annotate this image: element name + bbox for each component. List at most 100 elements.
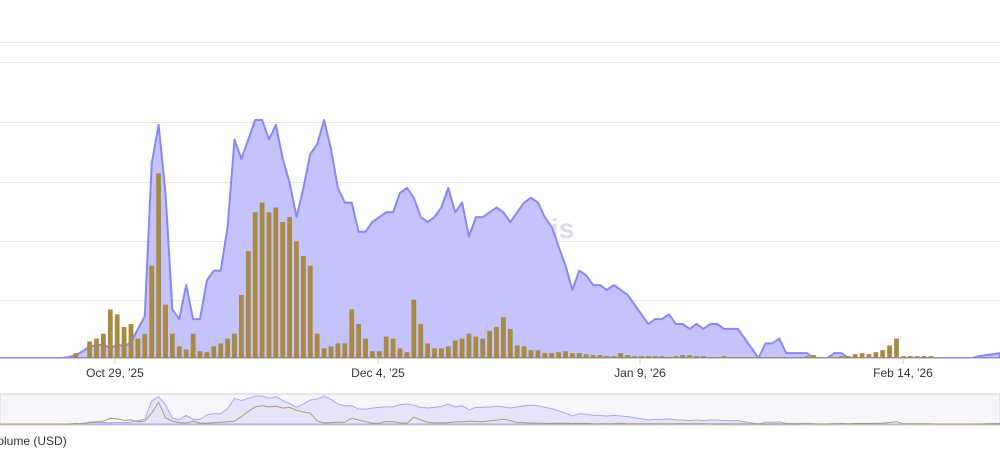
bar-85 xyxy=(583,354,589,358)
bar-29 xyxy=(197,351,203,358)
legend-volume-label: Volume (USD) xyxy=(0,434,67,448)
bar-series xyxy=(73,173,934,358)
bar-65 xyxy=(445,346,451,358)
bar-59 xyxy=(404,352,410,358)
bar-70 xyxy=(480,338,486,358)
bar-53 xyxy=(363,338,368,358)
x-tick-label-3: Feb 14, '26 xyxy=(873,366,933,380)
bar-98 xyxy=(673,356,679,358)
bar-106 xyxy=(728,357,734,358)
bar-102 xyxy=(701,356,706,358)
bar-18 xyxy=(121,326,127,358)
bar-90 xyxy=(618,353,624,358)
bar-91 xyxy=(625,355,630,358)
bar-49 xyxy=(335,343,341,358)
bar-64 xyxy=(439,348,444,358)
x-axis-ticks: Oct 29, '25 Dec 4, '25 Jan 9, '26 Feb 14, '… xyxy=(86,359,933,380)
bar-129 xyxy=(887,345,892,358)
bar-78 xyxy=(535,350,541,358)
bar-81 xyxy=(556,352,561,358)
bar-27 xyxy=(183,349,189,358)
bar-14 xyxy=(94,338,99,358)
bar-83 xyxy=(570,353,575,358)
bar-109 xyxy=(749,357,755,358)
bar-24 xyxy=(163,304,168,358)
bar-20 xyxy=(135,338,141,358)
navigator[interactable] xyxy=(0,393,1000,426)
bar-30 xyxy=(204,352,210,358)
bar-28 xyxy=(190,333,196,358)
bar-110 xyxy=(756,357,761,358)
bar-43 xyxy=(294,241,299,358)
bar-25 xyxy=(170,333,175,358)
bar-26 xyxy=(176,346,182,358)
bar-42 xyxy=(287,217,292,358)
bar-19 xyxy=(128,324,134,358)
bar-31 xyxy=(211,346,217,358)
bar-82 xyxy=(563,351,568,358)
bar-131 xyxy=(901,356,906,358)
bar-84 xyxy=(576,353,582,358)
bar-58 xyxy=(397,348,403,358)
bar-108 xyxy=(742,357,748,358)
bar-37 xyxy=(252,212,258,358)
bar-101 xyxy=(694,356,699,358)
bar-61 xyxy=(418,324,424,358)
bar-128 xyxy=(880,350,886,358)
bar-132 xyxy=(907,356,913,358)
bar-47 xyxy=(321,348,327,358)
bar-75 xyxy=(514,345,520,358)
x-tick-label-2: Jan 9, '26 xyxy=(614,366,666,380)
bar-57 xyxy=(390,338,396,358)
bar-125 xyxy=(859,353,865,358)
bar-72 xyxy=(494,326,499,358)
bar-126 xyxy=(866,354,872,358)
bar-73 xyxy=(501,317,506,358)
bar-16 xyxy=(107,309,113,358)
bar-44 xyxy=(301,256,306,358)
bar-35 xyxy=(239,294,244,358)
bar-92 xyxy=(632,356,637,358)
bar-114 xyxy=(783,357,789,358)
bar-127 xyxy=(873,352,879,358)
bar-23 xyxy=(156,173,161,358)
bar-11 xyxy=(73,353,79,358)
bar-135 xyxy=(928,356,934,358)
bar-100 xyxy=(687,355,692,358)
bar-116 xyxy=(797,357,803,358)
bar-40 xyxy=(273,207,279,358)
bar-97 xyxy=(666,357,672,358)
bar-99 xyxy=(680,355,686,358)
bar-55 xyxy=(376,351,382,358)
bar-88 xyxy=(604,356,610,358)
bar-54 xyxy=(370,351,375,358)
bar-79 xyxy=(542,353,548,358)
bar-33 xyxy=(225,338,230,358)
bar-41 xyxy=(280,222,286,358)
bar-86 xyxy=(590,355,596,358)
bar-67 xyxy=(459,338,465,358)
bar-48 xyxy=(328,346,334,358)
bar-105 xyxy=(721,356,727,358)
bar-13 xyxy=(87,341,92,358)
bar-96 xyxy=(659,356,665,358)
bar-17 xyxy=(114,314,120,358)
bar-63 xyxy=(432,348,437,358)
bar-45 xyxy=(307,265,313,358)
bar-119 xyxy=(818,357,824,358)
bar-107 xyxy=(735,357,741,358)
bar-94 xyxy=(645,356,651,358)
bar-76 xyxy=(521,346,527,358)
bar-50 xyxy=(342,343,348,358)
bar-21 xyxy=(142,333,148,358)
bar-77 xyxy=(528,350,534,358)
bar-133 xyxy=(914,356,920,358)
bar-134 xyxy=(921,356,927,358)
bar-103 xyxy=(707,357,713,358)
bar-71 xyxy=(487,330,492,358)
bar-95 xyxy=(652,356,658,358)
bar-66 xyxy=(452,340,458,358)
bar-80 xyxy=(549,353,555,358)
bar-36 xyxy=(245,251,251,358)
